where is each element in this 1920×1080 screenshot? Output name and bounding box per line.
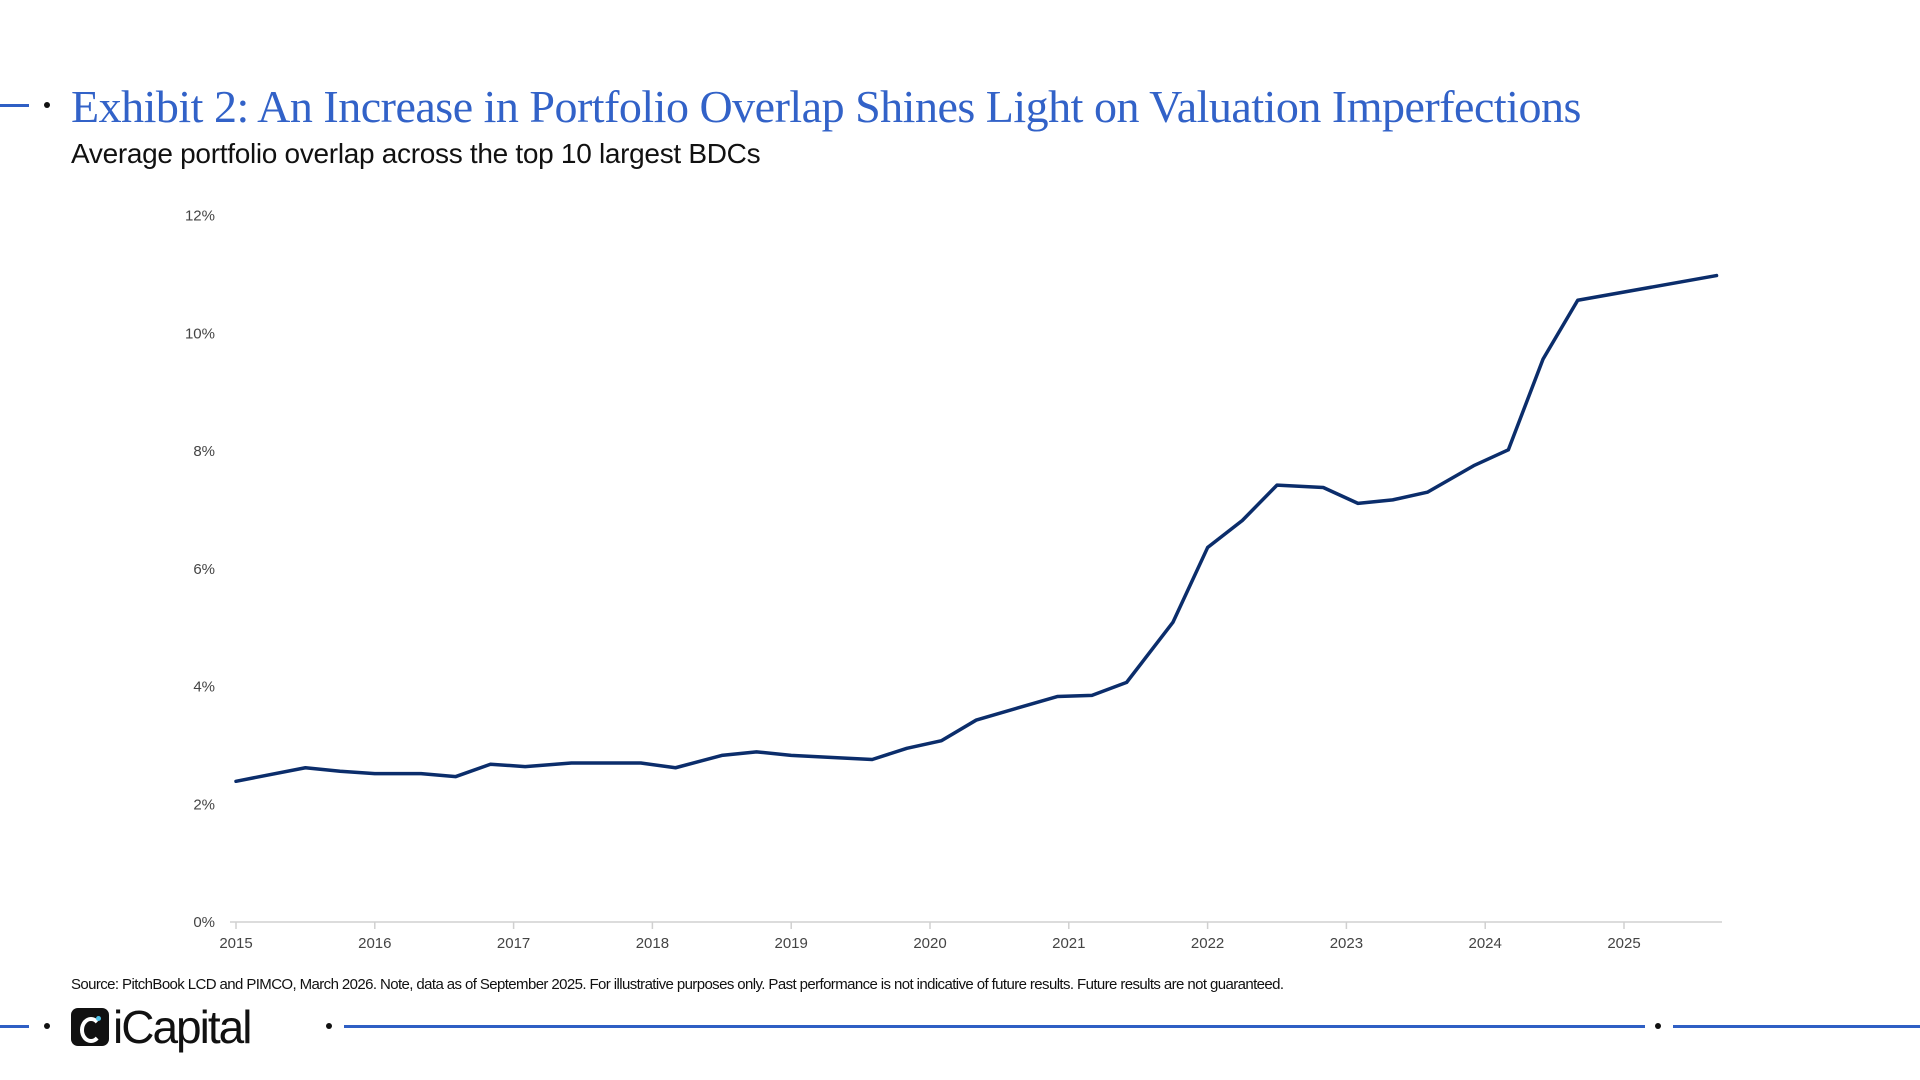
y-tick-label: 8%	[193, 443, 215, 460]
header-dot	[44, 102, 50, 108]
y-tick-label: 10%	[185, 325, 215, 342]
logo-text: iCapital	[113, 1001, 252, 1053]
x-tick-label: 2020	[913, 935, 946, 952]
series-group	[234, 273, 1719, 784]
footer-rule-right	[1673, 1025, 1920, 1028]
x-tick-label: 2019	[775, 935, 808, 952]
y-tick-label: 0%	[193, 914, 215, 931]
y-tick-label: 6%	[193, 561, 215, 578]
icapital-logo-icon	[71, 1008, 109, 1046]
x-tick-label: 2016	[358, 935, 391, 952]
line-chart: 0% 2% 4% 6% 8% 10% 12% 2015 2016 2017 2018 2019 202…	[185, 208, 1722, 952]
y-tick-label: 4%	[193, 679, 215, 696]
series-line	[234, 273, 1719, 784]
footer-dot	[1655, 1023, 1661, 1029]
footer-dot	[44, 1023, 50, 1029]
y-tick-label: 12%	[185, 208, 215, 225]
header-rule	[0, 104, 29, 107]
source-note: Source: PitchBook LCD and PIMCO, March 2…	[71, 976, 1284, 993]
footer-rule-middle	[344, 1025, 1645, 1028]
page-subtitle: Average portfolio overlap across the top…	[71, 138, 761, 169]
x-tick-label: 2021	[1052, 935, 1085, 952]
footer-dot	[326, 1023, 332, 1029]
x-tick-label: 2017	[497, 935, 530, 952]
x-tick-label: 2023	[1330, 935, 1363, 952]
page-title: Exhibit 2: An Increase in Portfolio Over…	[71, 81, 1581, 132]
x-tick-label: 2022	[1191, 935, 1224, 952]
x-axis: 2015 2016 2017 2018 2019 2020 2021 2022 2023 2024…	[219, 921, 1722, 952]
icapital-logo: iCapital	[71, 1001, 252, 1053]
footer-rule-left	[0, 1025, 29, 1028]
x-tick-label: 2024	[1469, 935, 1502, 952]
x-tick-label: 2018	[636, 935, 669, 952]
y-axis: 0% 2% 4% 6% 8% 10% 12%	[185, 208, 215, 932]
x-tick-label: 2015	[219, 935, 252, 952]
y-tick-label: 2%	[193, 796, 215, 813]
x-tick-label: 2025	[1607, 935, 1640, 952]
